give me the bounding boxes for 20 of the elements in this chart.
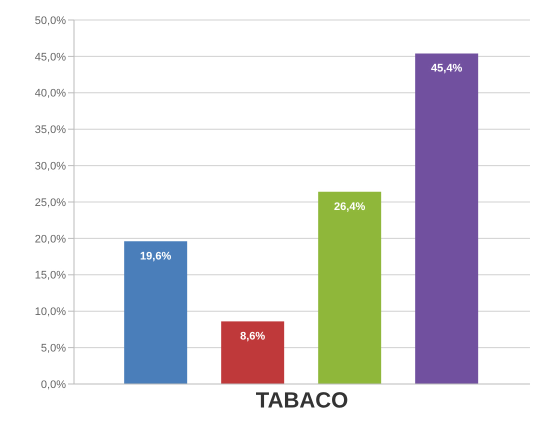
y-tick-label: 50,0% bbox=[34, 14, 66, 27]
data-label: 26,4% bbox=[334, 200, 366, 213]
x-tick-label: TABACO bbox=[256, 388, 348, 413]
bar bbox=[318, 192, 382, 384]
y-tick-label: 5,0% bbox=[40, 342, 66, 355]
y-tick-label: 30,0% bbox=[34, 160, 66, 173]
y-tick-label: 20,0% bbox=[34, 233, 66, 246]
bar bbox=[221, 321, 284, 384]
bar bbox=[415, 53, 478, 384]
y-tick-label: 0,0% bbox=[40, 378, 66, 391]
y-tick-label: 15,0% bbox=[34, 270, 66, 282]
y-tick-label: 10,0% bbox=[34, 306, 66, 318]
y-tick-label: 45,0% bbox=[34, 51, 66, 64]
data-label: 45,4% bbox=[431, 62, 462, 74]
bar bbox=[124, 241, 188, 384]
data-label: 8,6% bbox=[240, 330, 266, 342]
y-tick-label: 35,0% bbox=[34, 124, 66, 136]
data-label: 19,6% bbox=[140, 250, 172, 262]
y-tick-label: 25,0% bbox=[34, 196, 66, 209]
y-tick-label: 40,0% bbox=[34, 88, 66, 100]
